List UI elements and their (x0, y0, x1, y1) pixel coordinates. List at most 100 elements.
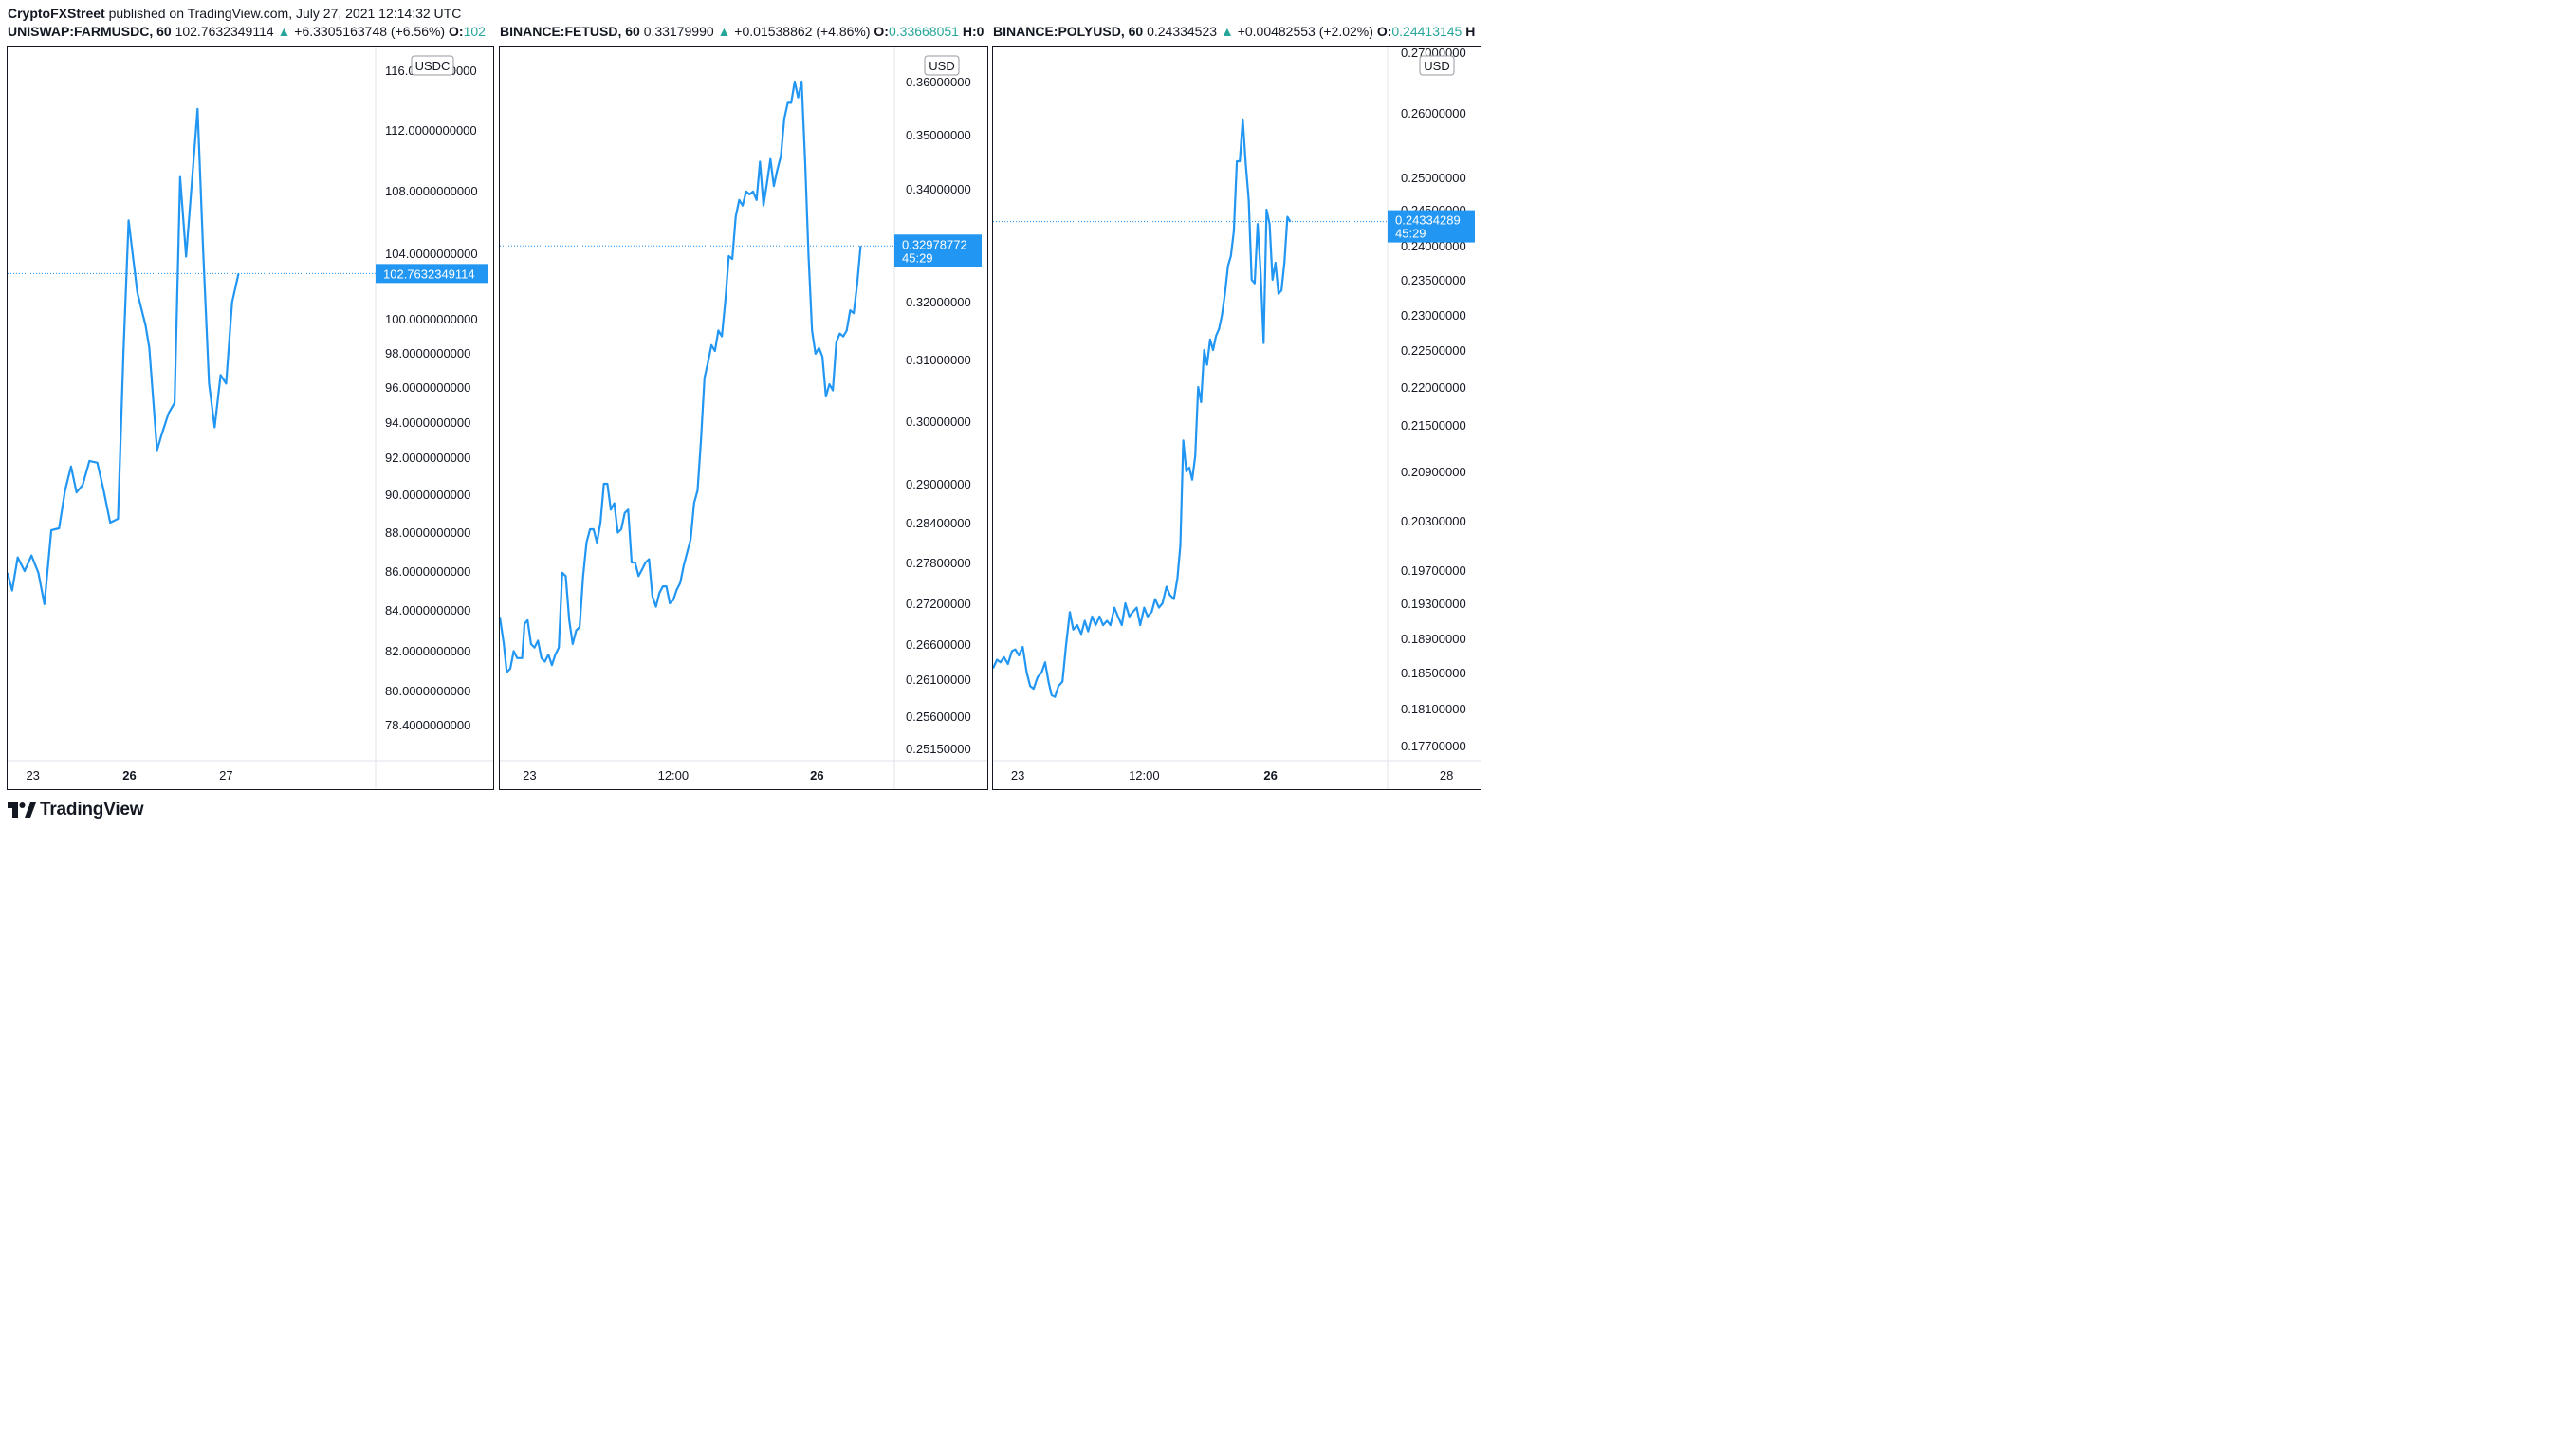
x-tick-label: 23 (1011, 768, 1024, 783)
chart-panel-fetusd[interactable]: 0.360000000.350000000.340000000.33000000… (499, 46, 988, 790)
last-price-label-bg (1388, 210, 1475, 243)
tradingview-logo-icon (8, 802, 36, 818)
y-tick-label: 84.0000000000 (385, 603, 470, 618)
y-tick-label: 0.23000000 (1401, 308, 1466, 323)
y-tick-label: 0.32000000 (906, 295, 971, 309)
y-tick-label: 0.25600000 (906, 710, 971, 724)
y-tick-label: 80.0000000000 (385, 684, 470, 698)
x-tick-label: 27 (219, 768, 232, 783)
price-change: +0.00482553 (+2.02%) (1237, 24, 1373, 39)
y-tick-label: 104.0000000000 (385, 247, 478, 261)
last-price: 0.33179990 (643, 24, 714, 39)
y-tick-label: 82.0000000000 (385, 644, 470, 658)
x-tick-label: 28 (1440, 768, 1453, 783)
x-tick-label: 26 (1263, 768, 1277, 783)
price-change: +0.01538862 (+4.86%) (734, 24, 871, 39)
publisher-name: CryptoFXStreet (8, 6, 105, 21)
y-tick-label: 0.21500000 (1401, 418, 1466, 433)
y-tick-label: 112.0000000000 (385, 123, 477, 138)
symbol-name[interactable]: UNISWAP:FARMUSDC, 60 (8, 24, 172, 39)
x-tick-label: 12:00 (1129, 768, 1160, 783)
last-price: 0.24334523 (1147, 24, 1218, 39)
y-tick-label: 0.25150000 (906, 742, 971, 756)
y-tick-label: 94.0000000000 (385, 415, 470, 430)
price-line (500, 80, 862, 673)
high-label: H (1465, 24, 1476, 39)
y-tick-label: 0.18100000 (1401, 702, 1466, 716)
open-label: O: (449, 24, 464, 39)
symbol-row-1: UNISWAP:FARMUSDC, 60 102.7632349114 ▲ +6… (8, 24, 493, 39)
tradingview-logo[interactable]: TradingView (8, 800, 144, 820)
y-tick-label: 0.20900000 (1401, 465, 1466, 479)
up-arrow-icon: ▲ (717, 24, 731, 39)
y-tick-label: 0.19300000 (1401, 597, 1466, 611)
price-line (8, 107, 240, 605)
symbol-row-3: BINANCE:POLYUSD, 60 0.24334523 ▲ +0.0048… (993, 24, 1481, 39)
y-tick-label: 96.0000000000 (385, 380, 470, 395)
unit-box (1419, 55, 1455, 76)
y-tick-label: 0.24000000 (1401, 239, 1466, 253)
chart-panel-polyusd[interactable]: 0.27000000 0.26000000 0.25000000 0.24500000… (992, 46, 1481, 790)
countdown-label: 45:29 (1395, 227, 1426, 241)
publish-info: CryptoFXStreet published on TradingView.… (8, 6, 461, 21)
y-tick-label: 0.28400000 (906, 516, 971, 530)
logo-text: TradingView (40, 800, 144, 820)
countdown-label: 45:29 (902, 250, 933, 265)
y-tick-label: 0.36000000 (906, 75, 971, 89)
y-tick-label: 92.0000000000 (385, 451, 470, 465)
y-tick-label: 0.29000000 (906, 477, 971, 491)
unit-label: USD (1424, 59, 1449, 73)
unit-box (924, 55, 960, 76)
y-tick-label: 0.26000000 (1401, 106, 1466, 120)
y-tick-label: 90.0000000000 (385, 488, 470, 502)
open-value: 102 (463, 24, 486, 39)
up-arrow-icon: ▲ (1220, 24, 1234, 39)
chart-svg[interactable]: 0.270000000.260000000.250000000.24500000… (993, 47, 1481, 789)
y-tick-label: 0.26100000 (906, 673, 971, 687)
y-tick-label: 0.17700000 (1401, 739, 1466, 753)
last-price-label: 0.24334289 (1395, 213, 1461, 228)
chart-svg[interactable]: 0.360000000.350000000.340000000.33000000… (500, 47, 987, 789)
y-tick-label: 98.0000000000 (385, 346, 470, 360)
y-tick-label: 0.18500000 (1401, 666, 1466, 680)
y-tick-label: 0.22500000 (1401, 343, 1466, 358)
y-tick-label: 0.23500000 (1401, 273, 1466, 287)
open-label: O: (874, 24, 889, 39)
y-tick-label: 0.31000000 (906, 353, 971, 367)
y-tick-label: 0.18900000 (1401, 632, 1466, 646)
price-change: +6.3305163748 (+6.56%) (294, 24, 446, 39)
open-value: 0.24413145 (1391, 24, 1463, 39)
last-price-label-bg (376, 264, 488, 284)
y-tick-label: 0.30000000 (906, 415, 971, 429)
publish-date: published on TradingView.com, July 27, 2… (104, 6, 462, 21)
unit-label: USD (929, 59, 954, 73)
y-tick-label: 0.25000000 (1401, 171, 1466, 185)
y-tick-label: 0.19700000 (1401, 563, 1466, 578)
price-line (993, 118, 1292, 698)
y-tick-label: 88.0000000000 (385, 525, 470, 540)
open-label: O: (1376, 24, 1392, 39)
high-label: H:0 (962, 24, 984, 39)
symbol-name[interactable]: BINANCE:FETUSD, 60 (500, 24, 640, 39)
last-price-label: 102.7632349114 (383, 267, 475, 281)
y-tick-label: 0.26600000 (906, 637, 971, 652)
y-tick-label: 0.34000000 (906, 182, 971, 196)
y-tick-label: 0.22000000 (1401, 380, 1466, 395)
x-tick-label: 23 (26, 768, 39, 783)
x-tick-label: 26 (122, 768, 136, 783)
symbol-row-2: BINANCE:FETUSD, 60 0.33179990 ▲ +0.01538… (500, 24, 986, 39)
open-value: 0.33668051 (888, 24, 959, 39)
last-price-label-bg (894, 234, 982, 267)
unit-label: USDC (415, 59, 451, 73)
unit-box (411, 55, 454, 76)
x-tick-label: 23 (523, 768, 536, 783)
chart-svg[interactable]: 116.0000000000112.0000000000108.00000000… (8, 47, 493, 789)
x-tick-label: 26 (810, 768, 823, 783)
y-tick-label: 78.4000000000 (385, 718, 470, 732)
up-arrow-icon: ▲ (277, 24, 291, 39)
x-tick-label: 12:00 (658, 768, 690, 783)
y-tick-label: 0.27200000 (906, 597, 971, 611)
symbol-name[interactable]: BINANCE:POLYUSD, 60 (993, 24, 1144, 39)
chart-panel-farmusdc[interactable]: 116.0000000000112.0000000000108.00000000… (7, 46, 494, 790)
y-tick-label: 100.0000000000 (385, 312, 478, 326)
